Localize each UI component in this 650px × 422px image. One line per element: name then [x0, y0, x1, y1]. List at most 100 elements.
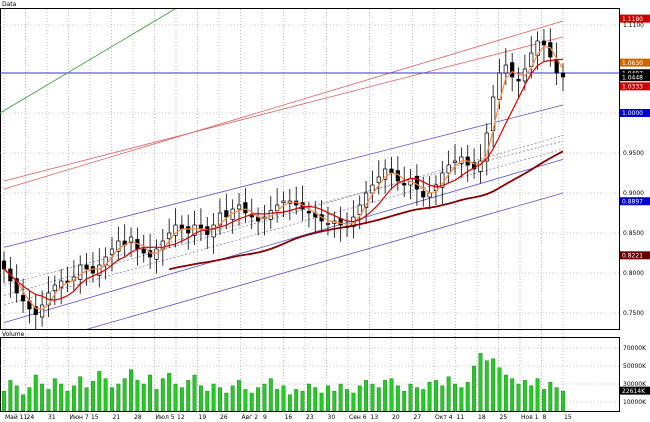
- x-axis: Май 11 24 31 Июн 7 15 21 28 Июл 5 12 19 26 Авг 2 9 16…: [5, 414, 572, 421]
- candle-body: [128, 236, 134, 243]
- x-tick-label: Окт 4: [435, 414, 453, 421]
- volume-bar: [338, 383, 343, 412]
- volume-panel-frame: [0, 337, 620, 412]
- y-tick-label: 0.8000: [623, 270, 644, 277]
- x-tick-label: 8: [543, 414, 547, 421]
- ma-line: [3, 58, 564, 301]
- x-tick-label: 23: [306, 414, 314, 421]
- y-tick-label: 0.8500: [623, 230, 644, 237]
- volume-bar: [2, 391, 6, 412]
- candle-body: [141, 248, 146, 254]
- price-tag-label: 1.0333: [622, 84, 643, 91]
- x-tick-label: 25: [500, 414, 508, 421]
- x-tick-label: 30: [328, 414, 336, 421]
- volume-bar: [8, 380, 13, 412]
- candle-body: [84, 264, 89, 270]
- green-trend-line: [0, 9, 176, 114]
- volume-bar: [256, 387, 261, 412]
- volume-bar: [541, 389, 546, 412]
- volume-bar: [497, 367, 502, 412]
- volume-bar: [287, 394, 292, 412]
- volume-bar: [383, 380, 388, 412]
- x-tick-label: Июл 5: [156, 414, 175, 421]
- volume-bar: [395, 385, 400, 412]
- volume-bar: [243, 389, 248, 412]
- panel-title: Data: [2, 1, 17, 8]
- x-tick-label: 11: [457, 414, 465, 421]
- volume-bar: [529, 385, 534, 412]
- volume-bar: [52, 378, 57, 412]
- candle-body: [421, 191, 426, 198]
- volume-bar: [402, 391, 407, 412]
- candle-body: [560, 72, 566, 78]
- volume-bar: [561, 391, 565, 412]
- volume-bar: [484, 360, 489, 412]
- ma-line: [3, 45, 564, 311]
- x-tick-label: 18: [478, 414, 486, 421]
- price-tag-label: 1.0000: [622, 110, 643, 117]
- x-tick-label: 15: [91, 414, 99, 421]
- volume-bar: [332, 391, 337, 412]
- volume-bar: [192, 374, 197, 412]
- x-tick-label: Июн 7: [70, 414, 89, 421]
- x-tick-label: 13: [371, 414, 379, 421]
- price-tag-label: 0.8897: [622, 198, 643, 205]
- volume-bar: [116, 383, 121, 412]
- volume-title: Volume: [2, 331, 25, 338]
- volume-bar: [446, 376, 451, 412]
- volume-bar: [40, 383, 45, 412]
- candle-body: [510, 62, 515, 78]
- volume-bar: [427, 382, 432, 412]
- x-tick-label: 12: [177, 414, 185, 421]
- price-tag-label: 1.1180: [622, 16, 643, 23]
- price-tag-label: 1.0448: [622, 74, 643, 81]
- x-tick-label: 20: [392, 414, 400, 421]
- upper-channel-line: [3, 20, 564, 190]
- volume-bar: [306, 383, 311, 412]
- volume-bar: [148, 374, 153, 412]
- candle-body: [433, 184, 439, 191]
- volume-bar: [71, 385, 76, 412]
- volume-bar: [186, 380, 191, 412]
- candle-body: [414, 175, 419, 190]
- volume-bar: [364, 380, 369, 412]
- volume-bar: [510, 378, 515, 412]
- volume-bar: [376, 387, 381, 412]
- volume-bar: [294, 389, 299, 412]
- y-tick-label: 0.7500: [623, 310, 644, 317]
- candle-body: [503, 64, 508, 74]
- candle-body: [383, 168, 388, 180]
- moving-averages: [3, 45, 564, 311]
- candle-body: [363, 192, 369, 208]
- candle-body: [446, 164, 451, 174]
- volume-bar: [198, 385, 203, 412]
- candle-body: [224, 210, 229, 218]
- price-tag: [620, 73, 650, 82]
- volume-bar: [103, 378, 108, 412]
- candle-body: [40, 304, 45, 318]
- candle-body: [516, 79, 521, 82]
- price-panel-frame: [0, 8, 620, 330]
- candle-body: [52, 284, 57, 291]
- candle-body: [167, 232, 172, 239]
- candle-body: [376, 176, 381, 183]
- volume-tag-label: 22614K: [622, 388, 646, 395]
- y-tick-label: 0.9000: [623, 190, 644, 197]
- candle-body: [148, 250, 153, 258]
- volume-bar: [46, 389, 51, 412]
- volume-bar: [268, 378, 273, 412]
- candle-body: [236, 204, 242, 210]
- volume-bar: [84, 387, 89, 412]
- x-tick-label: 31: [48, 414, 56, 421]
- price-tag: [620, 197, 650, 206]
- x-tick-label: Ноя 1: [521, 414, 539, 421]
- volume-bar: [453, 383, 457, 412]
- candle-body: [306, 211, 312, 214]
- volume-tick-label: 50000K: [623, 363, 647, 370]
- candle-body: [217, 212, 223, 226]
- volume-bar: [300, 391, 305, 412]
- x-tick-label: 21: [113, 414, 121, 421]
- x-tick-label: 15: [564, 414, 572, 421]
- volume-bar: [313, 387, 318, 412]
- volume-bar: [173, 383, 178, 412]
